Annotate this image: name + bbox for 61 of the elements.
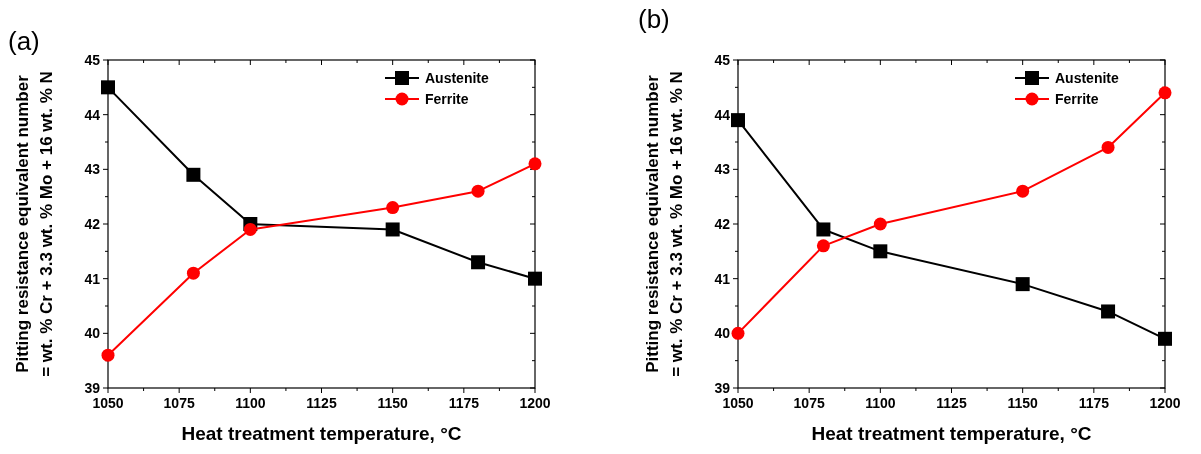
y-tick-label: 41	[84, 270, 101, 287]
point	[385, 222, 400, 237]
point	[386, 201, 400, 215]
legend-label: Austenite	[425, 69, 489, 86]
x-tick-label: 1075	[163, 395, 195, 411]
y-tick-label: 39	[84, 379, 101, 396]
y-axis-title: Pitting resistance equivalent number = wt. % Cr + 3.3 wt. % Mo + 16 wt. % N	[643, 71, 686, 377]
point	[1016, 184, 1030, 198]
y-tick-label: 42	[714, 215, 731, 232]
point	[471, 184, 485, 198]
legend-label: Ferrite	[425, 90, 469, 107]
point	[731, 326, 745, 340]
x-tick-label: 1200	[519, 395, 551, 411]
x-tick-label: 1125	[306, 395, 337, 411]
y-tick-label: 40	[714, 325, 731, 342]
y-tick-label: 44	[714, 106, 731, 123]
point	[101, 80, 115, 95]
point	[243, 222, 257, 236]
x-tick-label: 1100	[235, 395, 266, 411]
y-tick-label: 43	[84, 161, 101, 178]
y-tick-label: 43	[714, 161, 731, 178]
point	[101, 348, 115, 362]
point	[1158, 331, 1172, 346]
x-tick-label: 1150	[1007, 395, 1039, 411]
x-tick-label: 1175	[1078, 395, 1110, 411]
text: (a)	[8, 26, 40, 56]
x-tick-label: 1050	[92, 395, 124, 411]
x-tick-label: 1200	[1149, 395, 1181, 411]
x-tick-label: 1125	[936, 395, 967, 411]
legend-label: Ferrite	[1055, 90, 1099, 107]
x-tick-label: 1175	[448, 395, 480, 411]
point	[1101, 140, 1115, 154]
legend-label: Austenite	[1055, 69, 1119, 86]
point	[186, 266, 200, 280]
point	[1101, 304, 1116, 319]
x-axis-title: Heat treatment temperature, °C	[181, 423, 462, 444]
x-tick-label: 1100	[865, 395, 896, 411]
point	[873, 217, 887, 231]
y-tick-label: 45	[84, 51, 101, 68]
point	[528, 271, 542, 286]
y-tick-label: 42	[84, 215, 101, 232]
point	[816, 239, 830, 253]
x-tick-label: 1150	[377, 395, 409, 411]
point	[186, 167, 201, 182]
y-tick-label: 41	[714, 270, 731, 287]
point	[471, 255, 486, 270]
point	[731, 113, 745, 128]
y-axis-title: Pitting resistance equivalent number = wt. % Cr + 3.3 wt. % Mo + 16 wt. % N	[13, 71, 56, 377]
x-axis-title: Heat treatment temperature, °C	[811, 423, 1092, 444]
text: (b)	[638, 4, 670, 34]
y-tick-label: 45	[714, 51, 731, 68]
point	[1015, 277, 1030, 292]
x-tick-label: 1075	[793, 395, 825, 411]
x-tick-label: 1050	[722, 395, 754, 411]
point	[528, 157, 542, 171]
y-tick-label: 39	[714, 379, 731, 396]
point	[873, 244, 888, 259]
y-tick-label: 40	[84, 325, 101, 342]
y-tick-label: 44	[84, 106, 101, 123]
point	[1158, 86, 1172, 100]
point	[816, 222, 831, 237]
